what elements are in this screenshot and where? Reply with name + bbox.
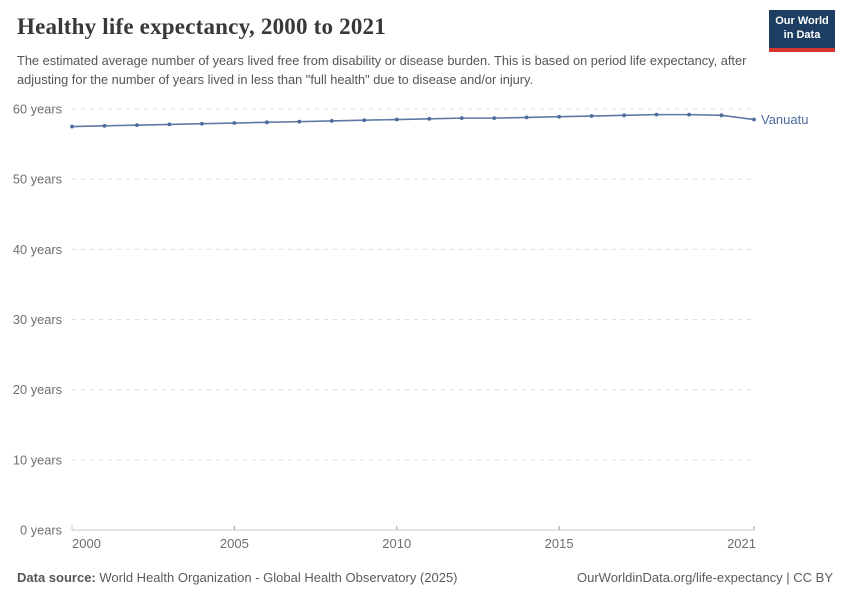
series-end-label[interactable]: Vanuatu <box>761 112 808 127</box>
chart-footer: Data source: World Health Organization -… <box>17 567 833 587</box>
y-tick-label: 50 years <box>13 172 62 187</box>
logo-line-2: in Data <box>783 29 821 41</box>
data-source-label: Data source: <box>17 569 96 585</box>
chart-canvas: 0 years 10 years 20 years 30 years 40 years 5… <box>13 102 809 552</box>
data-point[interactable] <box>524 115 529 120</box>
data-point[interactable] <box>427 116 432 121</box>
line-chart[interactable]: 0 years 10 years 20 years 30 years 40 years 5… <box>0 95 850 560</box>
chart-title: Healthy life expectancy, 2000 to 2021 <box>17 14 386 39</box>
data-point[interactable] <box>264 120 269 125</box>
data-point[interactable] <box>459 116 464 121</box>
x-tick-label: 2010 <box>382 536 411 551</box>
data-source-text: World Health Organization - Global Healt… <box>95 569 458 585</box>
data-point[interactable] <box>719 113 724 118</box>
x-tick-label: 2005 <box>220 536 249 551</box>
logo-line-1: Our World <box>775 15 829 28</box>
data-point[interactable] <box>654 112 659 117</box>
y-tick-label: 20 years <box>13 382 62 397</box>
x-tick-label: 2015 <box>545 536 574 551</box>
data-point[interactable] <box>167 122 172 127</box>
data-point[interactable] <box>102 123 107 128</box>
y-tick-label: 10 years <box>13 452 62 467</box>
data-line-vanuatu[interactable] <box>71 113 755 128</box>
data-point[interactable] <box>492 116 497 121</box>
chart-subtitle: The estimated average number of years li… <box>17 53 747 87</box>
data-point[interactable] <box>200 121 204 126</box>
data-point[interactable] <box>362 118 367 123</box>
x-tick-label: 2000 <box>72 536 101 551</box>
data-source: Data source: World Health Organization -… <box>17 570 458 585</box>
data-point[interactable] <box>622 113 626 118</box>
owid-logo[interactable]: Our World in Data <box>769 10 835 52</box>
data-point[interactable] <box>232 121 237 125</box>
data-point[interactable] <box>589 114 594 118</box>
data-point[interactable] <box>687 112 691 117</box>
data-point[interactable] <box>135 123 139 128</box>
y-tick-label: 30 years <box>13 312 62 327</box>
x-tick-label: 2021 <box>727 536 756 551</box>
data-point[interactable] <box>329 119 334 123</box>
credit-link[interactable]: OurWorldinData.org/life-expectancy | CC … <box>576 569 833 585</box>
data-point[interactable] <box>557 114 562 119</box>
data-point[interactable] <box>70 124 74 129</box>
y-tick-label: 60 years <box>13 102 62 117</box>
y-tick-label: 0 years <box>20 523 62 538</box>
data-point[interactable] <box>394 117 399 122</box>
y-tick-label: 40 years <box>13 242 62 257</box>
data-point[interactable] <box>752 117 756 122</box>
data-point[interactable] <box>297 119 302 124</box>
